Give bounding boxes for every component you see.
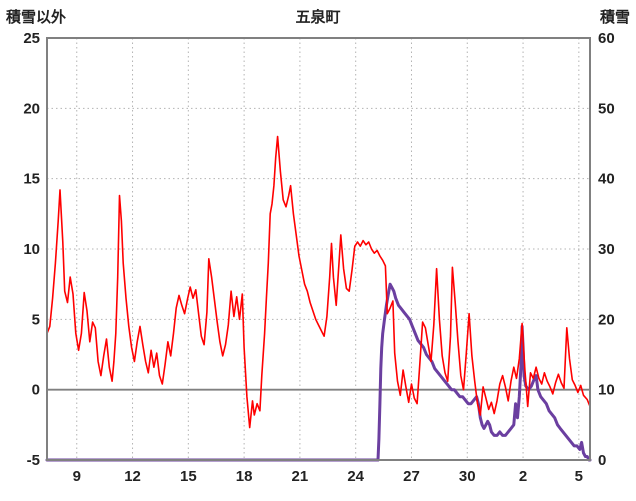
left-tick-label: 0 (32, 382, 40, 399)
left-tick-label: 15 (23, 171, 40, 188)
right-tick-label: 40 (598, 171, 615, 188)
x-tick-label: 18 (236, 468, 253, 485)
x-tick-label: 2 (519, 468, 527, 485)
right-tick-label: 50 (598, 100, 615, 117)
right-tick-label: 20 (598, 311, 615, 328)
x-tick-label: 12 (124, 468, 141, 485)
left-tick-label: -5 (27, 452, 40, 469)
x-tick-label: 21 (292, 468, 309, 485)
left-tick-label: 20 (23, 100, 40, 117)
x-tick-label: 15 (180, 468, 197, 485)
right-tick-label: 10 (598, 382, 615, 399)
series-line-purple (45, 282, 592, 462)
left-tick-label: 5 (32, 311, 40, 328)
chart-title: 五泉町 (295, 9, 341, 26)
series-line-red (46, 135, 591, 429)
left-tick-label: 10 (23, 241, 40, 258)
right-tick-label: 0 (598, 452, 606, 469)
left-axis-title: 積雪以外 (6, 9, 67, 26)
right-axis-title: 積雪 (599, 9, 630, 26)
x-tick-label: 27 (403, 468, 420, 485)
right-tick-label: 30 (598, 241, 615, 258)
x-tick-label: 9 (73, 468, 81, 485)
x-tick-label: 5 (575, 468, 583, 485)
x-tick-label: 24 (347, 468, 364, 485)
right-tick-label: 60 (598, 30, 615, 47)
left-tick-label: 25 (23, 30, 40, 47)
plot-frame (46, 37, 591, 461)
x-tick-label: 30 (459, 468, 476, 485)
